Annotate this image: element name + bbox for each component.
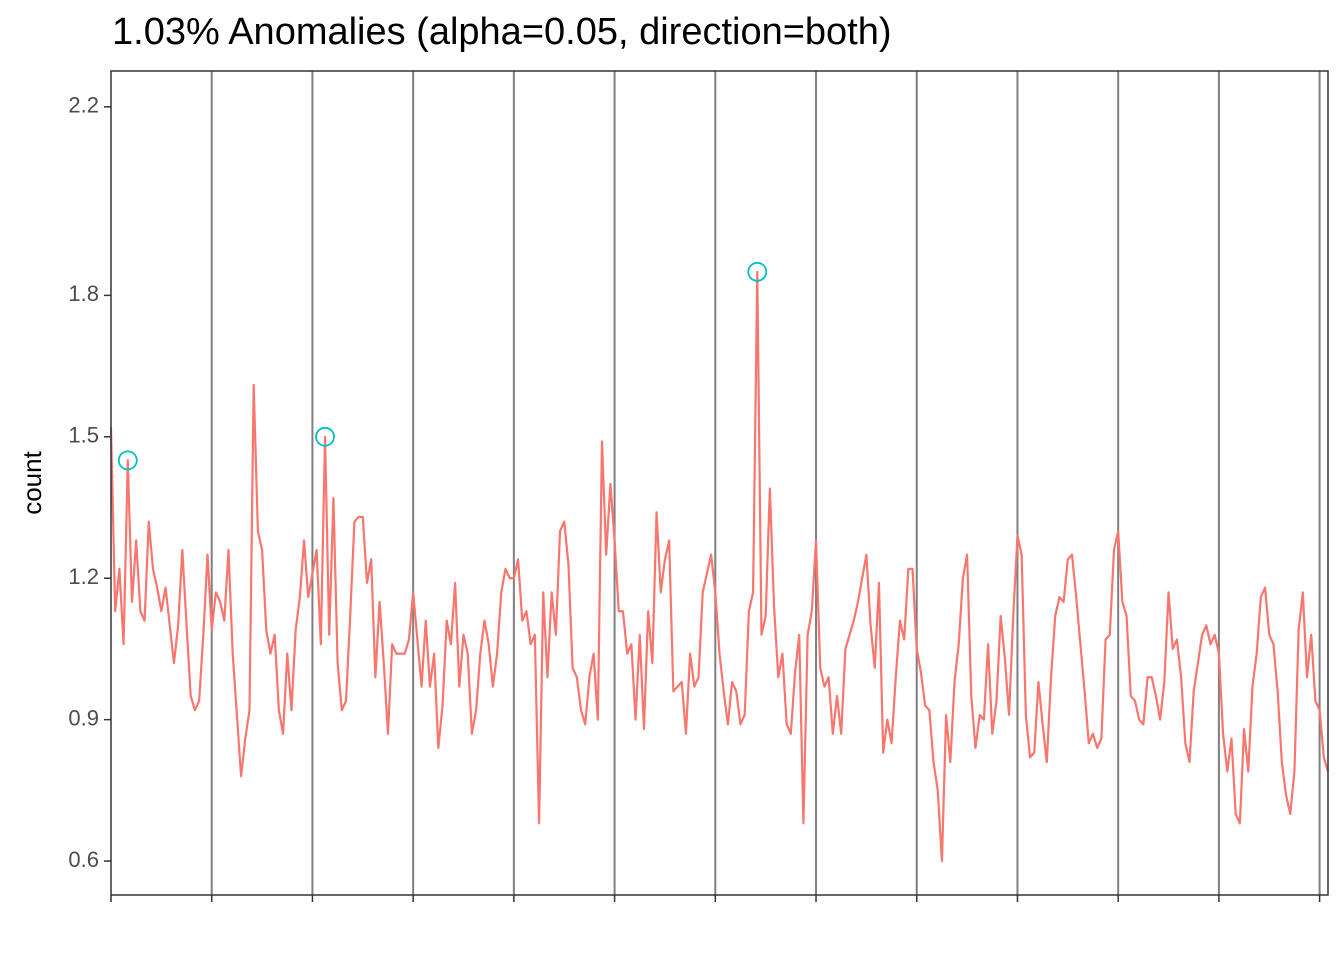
y-axis-label: count (17, 450, 47, 514)
anomaly-marker (315, 426, 335, 447)
series-line (109, 270, 1330, 863)
anomaly-marker (747, 261, 768, 282)
y-tick-label: 1.2 (68, 564, 99, 589)
panel-border (110, 70, 1329, 896)
y-tick-label: 2.2 (68, 93, 99, 118)
y-tick-label: 0.6 (68, 847, 99, 872)
y-tick-label: 0.9 (68, 705, 99, 730)
y-tick-label: 1.8 (68, 281, 99, 306)
y-tick-label: 1.5 (68, 423, 99, 448)
anomaly-marker (117, 450, 138, 471)
chart-title: 1.03% Anomalies (alpha=0.05, direction=b… (112, 11, 892, 53)
